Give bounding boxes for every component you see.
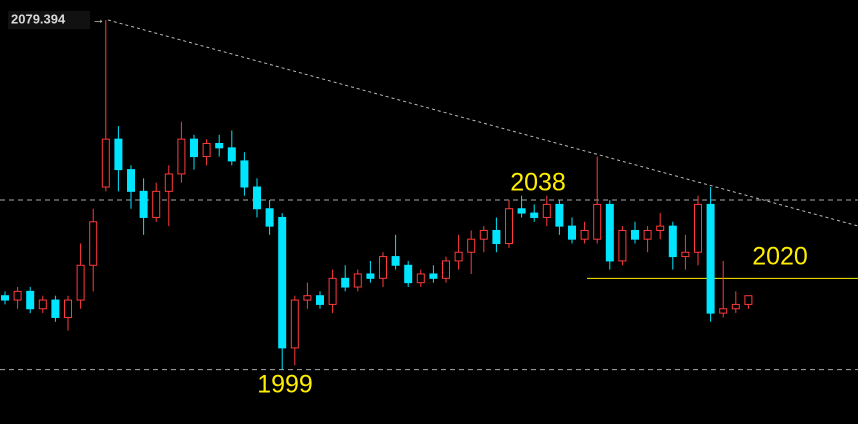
candle-body <box>76 264 85 301</box>
candle-body <box>303 295 312 301</box>
level-label: 2020 <box>752 243 808 271</box>
candle-body <box>152 190 161 218</box>
candle-body <box>366 273 375 279</box>
candle-body <box>505 208 513 245</box>
candle-body <box>51 299 60 318</box>
candle-body <box>177 138 186 175</box>
candle-body <box>89 221 98 266</box>
candle-body <box>379 256 387 279</box>
trend-line <box>107 19 858 227</box>
candle-body <box>454 251 463 262</box>
candle-body <box>13 290 22 301</box>
level-label: 2038 <box>510 169 566 197</box>
candle-body <box>530 212 539 218</box>
candle-body <box>492 229 501 245</box>
candle-body <box>101 138 110 188</box>
candle-body <box>467 238 476 253</box>
candle-body <box>353 273 362 288</box>
candle-body <box>240 160 249 188</box>
candle-body <box>555 203 564 227</box>
candle-body <box>278 216 287 349</box>
candle-body <box>190 138 198 158</box>
candle-body <box>618 229 627 262</box>
candle-body <box>114 138 123 171</box>
candle-body <box>744 295 753 305</box>
candle-body <box>605 203 614 262</box>
candle-body <box>215 143 224 149</box>
candle-body <box>26 290 35 310</box>
high-arrow: → <box>92 11 105 26</box>
candle-body <box>731 303 740 310</box>
candle-body <box>643 229 652 240</box>
candle-body <box>719 308 728 314</box>
candle-body <box>38 299 47 310</box>
candle-body <box>479 229 488 240</box>
candle-body <box>593 203 602 240</box>
candle-body <box>341 277 350 288</box>
candle-body <box>227 147 236 162</box>
candle-body <box>517 208 526 214</box>
candle-body <box>416 273 425 284</box>
candle-body <box>139 190 148 218</box>
candle-body <box>127 169 135 192</box>
level-label: 1999 <box>257 371 313 399</box>
candle-body <box>542 203 551 218</box>
high-label: 2079.394 <box>11 11 66 26</box>
candle-body <box>580 229 589 240</box>
candle-body <box>1 295 9 301</box>
candle-body <box>253 186 261 210</box>
candle-body <box>265 208 274 227</box>
candle-body <box>568 225 576 240</box>
candle-body <box>668 225 677 258</box>
candle-body <box>656 225 665 231</box>
candle-body <box>694 203 702 253</box>
candle-body <box>290 299 299 349</box>
high-label-bg <box>8 11 90 29</box>
candle-body <box>706 203 715 314</box>
candle-body <box>442 260 450 279</box>
candle-body <box>631 229 639 240</box>
candle-body <box>164 173 173 192</box>
candle-body <box>64 299 72 318</box>
candle-body <box>316 295 324 305</box>
candle-body <box>328 277 337 305</box>
candle-body <box>202 143 211 158</box>
candle-body <box>391 256 400 266</box>
candle-body <box>681 251 690 258</box>
candle-body <box>429 273 438 279</box>
levels: 2038 1999 2020 <box>0 169 858 399</box>
candle-body <box>404 264 413 284</box>
candles <box>1 20 753 370</box>
